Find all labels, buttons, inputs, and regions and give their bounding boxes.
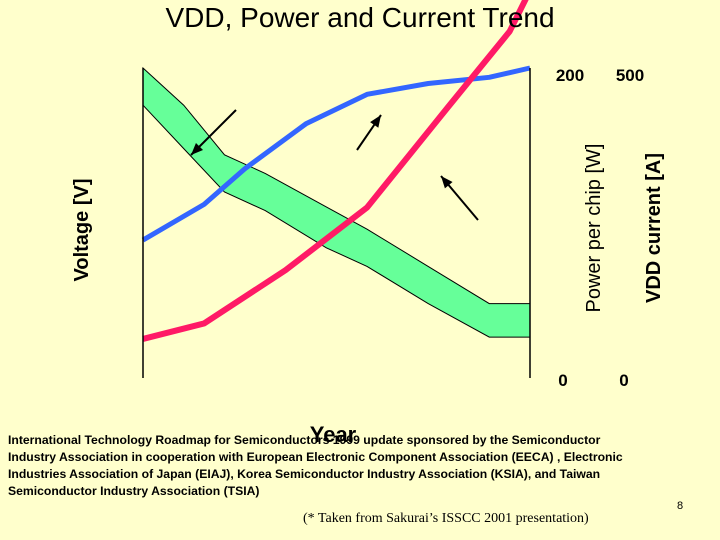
voltage-axis-title: Voltage [V]: [71, 179, 93, 282]
source-footnote: International Technology Roadmap for Sem…: [8, 433, 623, 498]
voltage-arrow-head: [191, 142, 204, 155]
power-axis-max: 200: [556, 66, 584, 85]
power-arrow-head: [370, 115, 381, 128]
current-line: [142, 0, 529, 342]
current-axis-title: VDD current [A]: [643, 153, 665, 303]
current-arrow-head: [441, 176, 453, 189]
power-axis-min: 0: [558, 371, 567, 390]
current-axis-min: 0: [619, 371, 628, 390]
page-title: VDD, Power and Current Trend: [165, 2, 555, 33]
credit-note: (* Taken from Sakurai’s ISSCC 2001 prese…: [303, 511, 589, 526]
current-axis-max: 500: [616, 66, 644, 85]
power-axis-title: Power per chip [W]: [583, 144, 605, 313]
x-axis-title: Year: [310, 422, 357, 447]
power-line: [141, 65, 531, 243]
slide-number: 8: [677, 500, 684, 512]
